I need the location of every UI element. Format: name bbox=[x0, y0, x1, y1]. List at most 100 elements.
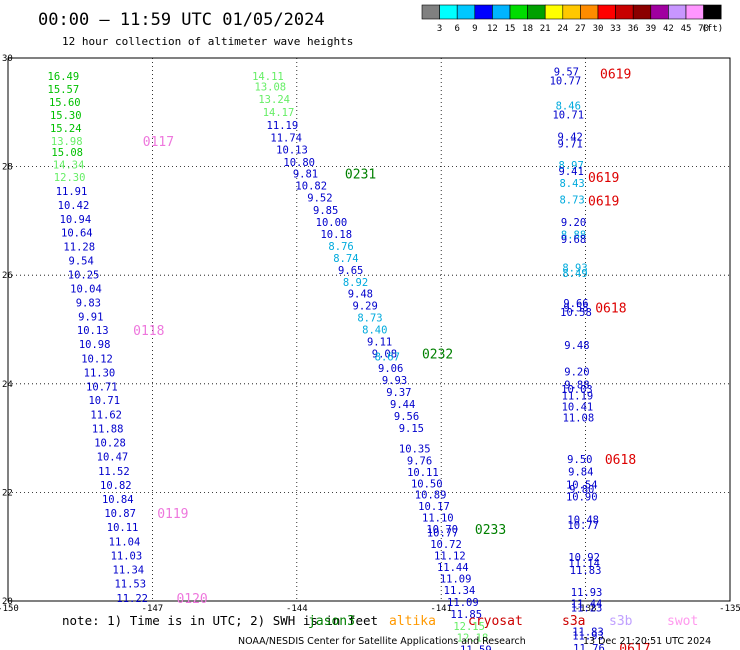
wave-height-value: 9.20 bbox=[561, 217, 586, 229]
x-tick-label: -138 bbox=[575, 604, 597, 614]
wave-height-value: 10.18 bbox=[320, 229, 352, 241]
pass-time-label: 0619 bbox=[588, 194, 619, 209]
colorbar-label: 39 bbox=[645, 24, 656, 34]
pass-time-label: 0618 bbox=[605, 453, 636, 468]
colorbar-swatch bbox=[632, 4, 652, 20]
colorbar-swatch bbox=[527, 4, 546, 20]
colorbar-swatch bbox=[615, 4, 634, 20]
y-tick-label: 26 bbox=[2, 271, 13, 281]
wave-height-value: 8.46 bbox=[556, 100, 581, 112]
wave-height-value: 11.10 bbox=[422, 512, 454, 524]
wave-height-value: 10.54 bbox=[566, 479, 598, 491]
plot-frame bbox=[7, 57, 731, 602]
wave-height-value: 9.54 bbox=[69, 256, 94, 268]
wave-height-value: 10.94 bbox=[60, 214, 92, 226]
wave-height-value: 10.04 bbox=[70, 283, 102, 295]
pass-time-label: 0231 bbox=[345, 168, 376, 183]
wave-height-value: 9.83 bbox=[76, 297, 101, 309]
footer-timestamp: 13 Dec 21:20:51 UTC 2024 bbox=[583, 636, 711, 647]
plot-area: -150 -147 -144 -141 -138 -135 20 22 24 26 28 30 16.… bbox=[0, 54, 740, 650]
wave-height-value: 16.49 bbox=[48, 71, 80, 83]
wave-height-value: 11.59 bbox=[460, 644, 492, 650]
wave-height-value: 11.14 bbox=[568, 558, 600, 570]
wave-height-value: 8.40 bbox=[362, 325, 387, 337]
wave-height-value: 11.93 bbox=[571, 587, 603, 599]
track-1: 16.4915.5715.6015.3015.2413.9815.0814.34… bbox=[48, 71, 208, 607]
wave-height-value: 10.80 bbox=[283, 157, 315, 169]
wave-height-value: 10.41 bbox=[562, 402, 594, 414]
wave-height-value: 11.44 bbox=[437, 562, 469, 574]
wave-height-value: 11.44 bbox=[571, 598, 603, 610]
wave-height-value: 10.92 bbox=[568, 552, 600, 564]
wave-height-value: 9.58 bbox=[563, 302, 588, 314]
wave-height-value: 10.82 bbox=[295, 181, 327, 193]
wave-height-value: 10.47 bbox=[97, 452, 129, 464]
y-tick-label: 22 bbox=[2, 488, 13, 498]
wave-height-value: 9.50 bbox=[567, 454, 592, 466]
wave-height-value: 9.93 bbox=[382, 375, 407, 387]
wave-height-value: 10.48 bbox=[567, 515, 599, 527]
colorbar-swatch bbox=[668, 4, 687, 20]
pass-time-label: 0619 bbox=[588, 171, 619, 186]
colorbar-unit: (ft) bbox=[702, 24, 724, 34]
wave-height-value: 8.43 bbox=[559, 178, 584, 190]
y-tick-label: 28 bbox=[2, 163, 13, 173]
wave-height-value: 14.17 bbox=[263, 107, 295, 119]
wave-height-value: 10.71 bbox=[86, 382, 118, 394]
colorbar-label: 21 bbox=[540, 24, 551, 34]
colorbar-swatch bbox=[509, 4, 528, 20]
wave-height-value: 8.92 bbox=[343, 277, 368, 289]
wave-height-value: 11.19 bbox=[267, 120, 299, 132]
wave-height-value: 14.11 bbox=[252, 71, 284, 83]
wave-height-value: 10.17 bbox=[418, 501, 450, 513]
axis-ticks: -150 -147 -144 -141 -138 -135 20 22 24 26 28 30 bbox=[0, 54, 740, 614]
wave-height-value: 8.67 bbox=[375, 352, 400, 364]
satellite-legend-jason3: jason3 bbox=[308, 614, 355, 629]
wave-height-value: 11.23 bbox=[571, 603, 603, 615]
colorbar-swatch bbox=[492, 4, 511, 20]
wave-height-value: 10.03 bbox=[561, 384, 593, 396]
wave-height-value: 9.52 bbox=[307, 193, 332, 205]
wave-height-value: 13.08 bbox=[255, 81, 287, 93]
wave-height-value: 11.52 bbox=[98, 466, 130, 478]
wave-height-value: 9.48 bbox=[348, 289, 373, 301]
wave-height-value: 11.34 bbox=[113, 565, 145, 577]
footer-note: note: 1) Time is in UTC; 2) SWH is in fe… bbox=[62, 613, 378, 628]
track-2: 14.1113.0813.2414.1711.1911.7410.1310.80… bbox=[252, 71, 506, 650]
wave-height-value: 9.88 bbox=[564, 379, 589, 391]
colorbar-swatch bbox=[456, 4, 476, 20]
wave-height-value: 10.50 bbox=[411, 478, 443, 490]
colorbar-label: 45 bbox=[681, 24, 692, 34]
y-tick-label: 20 bbox=[2, 597, 13, 607]
wave-height-value: 9.65 bbox=[338, 265, 363, 277]
colorbar-swatch bbox=[685, 4, 704, 20]
colorbar-label: 18 bbox=[522, 24, 533, 34]
wave-height-value: 11.12 bbox=[434, 550, 466, 562]
wave-height-value: 9.44 bbox=[390, 399, 415, 411]
wave-height-value: 11.04 bbox=[109, 536, 141, 548]
colorbar-swatch bbox=[580, 4, 599, 20]
wave-height-value: 10.42 bbox=[58, 200, 90, 212]
wave-height-value: 13.98 bbox=[51, 136, 83, 148]
colorbar-label: 12 bbox=[487, 24, 498, 34]
wave-height-value: 10.98 bbox=[79, 339, 111, 351]
wave-height-value: 11.62 bbox=[90, 409, 122, 421]
colorbar-legend: 3 6 9 12 15 18 21 24 27 30 33 36 39 42 45 70(ft) bbox=[421, 4, 724, 34]
satellite-legend: jason3 altika cryosat s3a s3b swot bbox=[308, 614, 698, 629]
colorbar-label: 33 bbox=[610, 24, 621, 34]
wave-height-value: 11.28 bbox=[63, 242, 95, 254]
wave-height-value: 12.30 bbox=[54, 172, 86, 184]
pass-time-label: 0120 bbox=[176, 592, 207, 607]
colorbar-label: 42 bbox=[663, 24, 674, 34]
colorbar-label: 36 bbox=[628, 24, 639, 34]
x-tick-label: -150 bbox=[0, 604, 19, 614]
wave-height-value: 10.89 bbox=[415, 490, 447, 502]
wave-height-value: 9.41 bbox=[559, 166, 584, 178]
colorbar-swatch bbox=[703, 4, 722, 20]
wave-height-value: 9.11 bbox=[367, 337, 392, 349]
wave-height-value: 8.49 bbox=[562, 268, 587, 280]
wave-height-value: 11.03 bbox=[111, 550, 143, 562]
wave-height-value: 10.64 bbox=[61, 227, 93, 239]
satellite-legend-cryosat: cryosat bbox=[468, 614, 523, 629]
pass-time-label: 0119 bbox=[157, 507, 188, 522]
